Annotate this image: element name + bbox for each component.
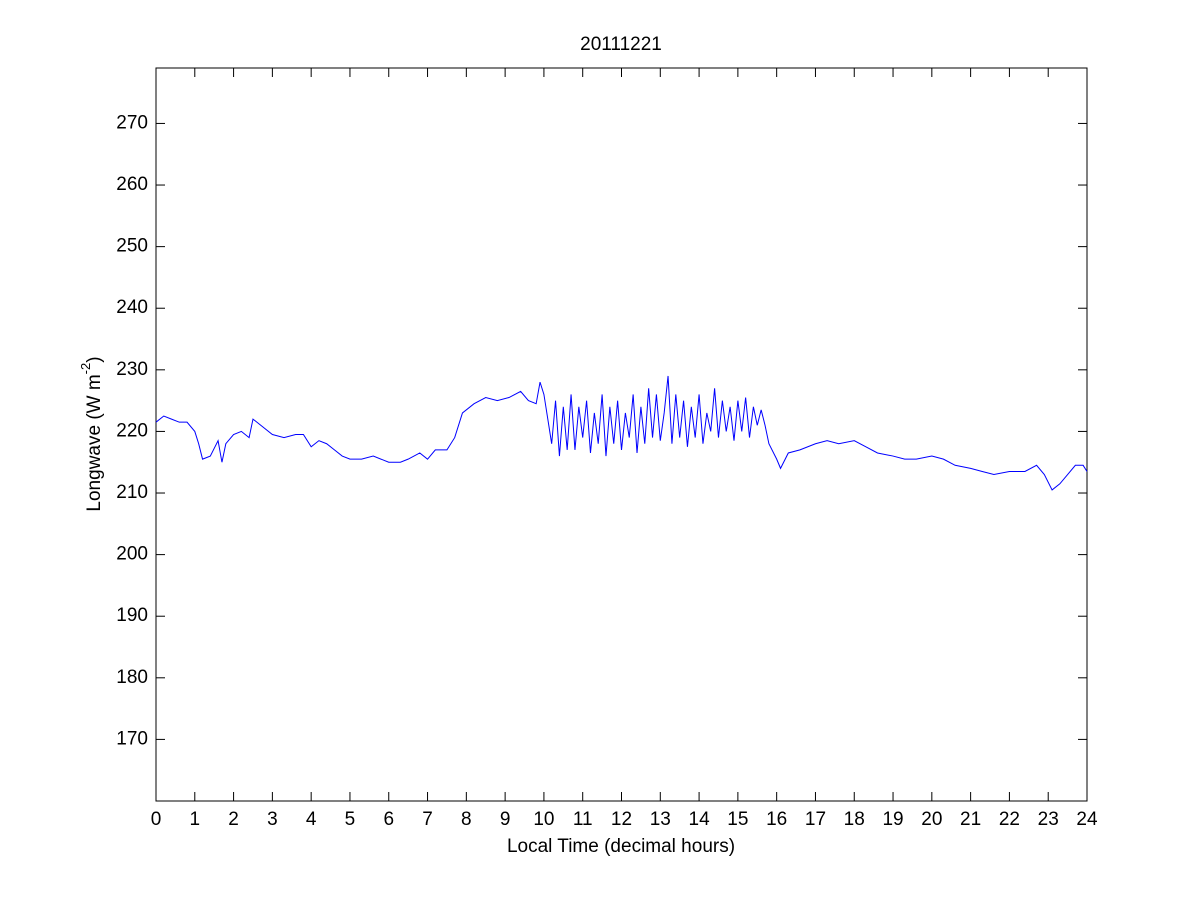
y-label-superscript: -2: [78, 363, 93, 375]
x-tick-label: 24: [1076, 809, 1098, 830]
y-tick-label: 260: [116, 174, 148, 195]
y-axis-label: Longwave (W m-2): [78, 356, 105, 511]
x-tick-label: 15: [727, 809, 748, 830]
x-tick-label: 7: [422, 809, 433, 830]
x-tick-label: 8: [461, 809, 472, 830]
x-tick-label: 2: [228, 809, 239, 830]
y-tick-label: 220: [116, 420, 148, 441]
y-tick-label: 270: [116, 112, 148, 133]
axes: [155, 68, 1088, 801]
x-tick-label: 5: [345, 809, 356, 830]
y-label-text: ): [84, 356, 105, 362]
x-tick-label: 4: [306, 809, 317, 830]
y-tick-label: 210: [116, 482, 148, 503]
data-line: [155, 375, 1088, 491]
x-tick-label: 3: [267, 809, 278, 830]
x-tick-label: 22: [999, 809, 1020, 830]
x-tick-label: 20: [921, 809, 942, 830]
x-tick-label: 1: [190, 809, 201, 830]
y-tick-label: 190: [116, 605, 148, 626]
y-label-text: Longwave (W m: [84, 374, 105, 511]
x-tick-label: 11: [573, 809, 593, 830]
x-tick-label: 0: [151, 809, 162, 830]
x-tick-label: 12: [611, 809, 632, 830]
x-tick-label: 16: [766, 809, 787, 830]
x-tick-label: 17: [805, 809, 826, 830]
chart-title: 20111221: [580, 34, 662, 55]
y-tick-label: 250: [116, 236, 148, 257]
y-tick-label: 230: [116, 359, 148, 380]
y-tick-label: 240: [116, 297, 148, 318]
y-tick-label: 200: [116, 544, 148, 565]
x-tick-label: 14: [689, 809, 711, 830]
y-tick-label: 170: [116, 728, 148, 749]
x-tick-label: 21: [960, 809, 981, 830]
y-tick-label: 180: [116, 667, 148, 688]
x-tick-label: 10: [533, 809, 554, 830]
x-tick-label: 9: [500, 809, 511, 830]
x-tick-label: 6: [383, 809, 394, 830]
x-tick-label: 18: [844, 809, 865, 830]
x-tick-label: 23: [1038, 809, 1059, 830]
x-tick-label: 13: [650, 809, 671, 830]
x-axis-label: Local Time (decimal hours): [507, 836, 735, 857]
x-tick-label: 19: [882, 809, 903, 830]
